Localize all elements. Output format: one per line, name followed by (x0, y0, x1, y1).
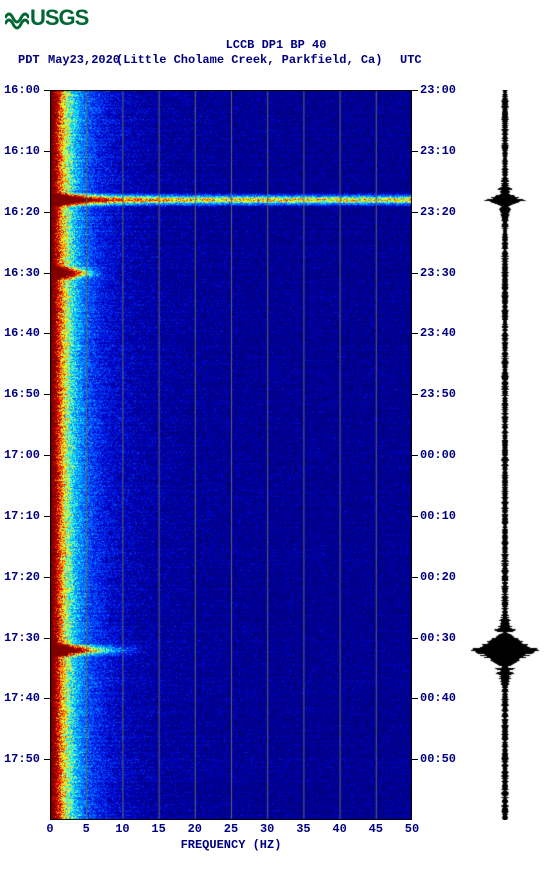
xtick: 45 (369, 822, 383, 836)
ytick-right: 23:10 (420, 144, 456, 158)
ytick-left: 17:30 (4, 631, 40, 645)
ytick-right: 00:40 (420, 691, 456, 705)
waveform-container (470, 90, 540, 820)
chart-title: LCCB DP1 BP 40 (0, 38, 552, 54)
spectrogram-container (50, 90, 412, 820)
xtick: 25 (224, 822, 238, 836)
usgs-logo: USGS (5, 5, 88, 31)
ytick-right: 00:00 (420, 448, 456, 462)
xtick: 5 (83, 822, 90, 836)
ytick-right: 23:50 (420, 387, 456, 401)
logo-text: USGS (30, 5, 88, 30)
date-label: May23,2020 (48, 53, 120, 67)
y-axis-right: 23:0023:1023:2023:3023:4023:5000:0000:10… (414, 90, 462, 820)
ytick-left: 17:20 (4, 570, 40, 584)
ytick-left: 16:40 (4, 326, 40, 340)
ytick-right: 23:20 (420, 205, 456, 219)
ytick-left: 16:50 (4, 387, 40, 401)
waveform-canvas (470, 90, 540, 820)
ytick-right: 23:30 (420, 266, 456, 280)
ytick-left: 16:30 (4, 266, 40, 280)
ytick-left: 16:00 (4, 83, 40, 97)
ytick-right: 00:10 (420, 509, 456, 523)
title-line1: LCCB DP1 BP 40 (0, 38, 552, 54)
ytick-left: 16:10 (4, 144, 40, 158)
ytick-right: 00:50 (420, 752, 456, 766)
xtick: 20 (188, 822, 202, 836)
ytick-left: 17:40 (4, 691, 40, 705)
ytick-left: 17:00 (4, 448, 40, 462)
timezone-right-label: UTC (400, 53, 422, 67)
ytick-right: 00:30 (420, 631, 456, 645)
wave-icon (5, 10, 29, 28)
timezone-left-label: PDT (18, 53, 40, 67)
xtick: 30 (260, 822, 274, 836)
ytick-right: 23:40 (420, 326, 456, 340)
xtick: 35 (296, 822, 310, 836)
ytick-right: 23:00 (420, 83, 456, 97)
y-axis-left: 16:0016:1016:2016:3016:4016:5017:0017:10… (0, 90, 48, 820)
ytick-left: 17:50 (4, 752, 40, 766)
spectrogram-canvas (50, 90, 412, 820)
xtick: 40 (332, 822, 346, 836)
xtick: 15 (151, 822, 165, 836)
ytick-left: 16:20 (4, 205, 40, 219)
title-line2: (Little Cholame Creek, Parkfield, Ca) (116, 53, 382, 67)
xtick: 50 (405, 822, 419, 836)
ytick-left: 17:10 (4, 509, 40, 523)
x-axis-label: FREQUENCY (HZ) (50, 838, 412, 852)
xtick: 0 (46, 822, 53, 836)
xtick: 10 (115, 822, 129, 836)
ytick-right: 00:20 (420, 570, 456, 584)
